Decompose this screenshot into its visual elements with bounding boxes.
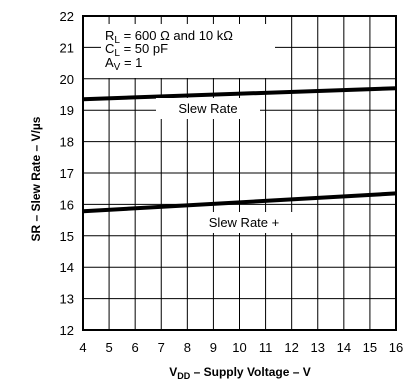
x-tick-label: 12 [284, 340, 298, 355]
y-tick-label: 14 [60, 260, 74, 275]
series-label: Slew Rate [178, 101, 237, 116]
y-tick-label: 20 [60, 72, 74, 87]
plot-frame [82, 15, 397, 331]
y-tick-label: 12 [60, 323, 74, 338]
x-tick-label: 8 [184, 340, 191, 355]
x-tick-label: 10 [232, 340, 246, 355]
x-tick-label: 14 [337, 340, 351, 355]
x-axis-title-sub: DD [177, 371, 190, 381]
x-axis-title-rest: – Supply Voltage – V [190, 365, 310, 379]
series-labels: Slew Rate Slew Rate + [156, 98, 298, 233]
x-axis-title: VDD – Supply Voltage – V [169, 365, 311, 381]
x-tick-label: 5 [105, 340, 112, 355]
conditions-bg [101, 24, 275, 78]
x-tick-label: 6 [132, 340, 139, 355]
x-tick-label: 7 [158, 340, 165, 355]
x-tick-label: 16 [389, 340, 403, 355]
y-tick-label: 18 [60, 135, 74, 150]
condition-line: AV = 1 [105, 55, 142, 73]
y-tick-label: 17 [60, 166, 74, 181]
x-tick-label: 11 [259, 340, 273, 355]
y-tick-label: 22 [60, 9, 74, 24]
x-tick-label: 15 [363, 340, 377, 355]
series-line [82, 191, 397, 214]
x-tick-labels: 4 5 6 7 8 9 10 11 12 13 14 15 16 [79, 340, 403, 355]
series-lines [82, 86, 397, 214]
y-axis-title: SR – Slew Rate – V/µs [29, 116, 43, 241]
condition-line: CL = 50 pF [105, 41, 168, 59]
x-axis-title-main: V [169, 365, 177, 379]
y-tick-label: 13 [60, 292, 74, 307]
series-line [82, 86, 397, 102]
y-tick-label: 21 [60, 40, 74, 55]
y-tick-label: 15 [60, 229, 74, 244]
series-label-bg [156, 98, 260, 119]
series-label: Slew Rate + [209, 215, 279, 230]
y-tick-labels: 12 13 14 15 16 17 18 19 20 21 22 [60, 9, 74, 338]
x-tick-label: 4 [79, 340, 86, 355]
x-tick-label: 9 [210, 340, 217, 355]
y-tick-label: 16 [60, 197, 74, 212]
y-tick-label: 19 [60, 103, 74, 118]
x-tick-label: 13 [311, 340, 325, 355]
series-label-bg [190, 212, 298, 233]
condition-line: RL = 600 Ω and 10 kΩ [105, 28, 233, 46]
